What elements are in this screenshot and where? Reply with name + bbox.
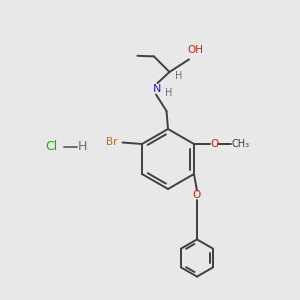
- Text: O: O: [210, 139, 218, 149]
- Text: O: O: [193, 190, 201, 200]
- Text: N: N: [153, 84, 162, 94]
- Text: CH₃: CH₃: [231, 139, 250, 149]
- Text: OH: OH: [187, 45, 203, 56]
- Text: H: H: [176, 70, 183, 81]
- Text: H: H: [78, 140, 87, 154]
- Text: Cl: Cl: [45, 140, 57, 154]
- Text: H: H: [165, 88, 172, 98]
- Text: Br: Br: [106, 137, 118, 147]
